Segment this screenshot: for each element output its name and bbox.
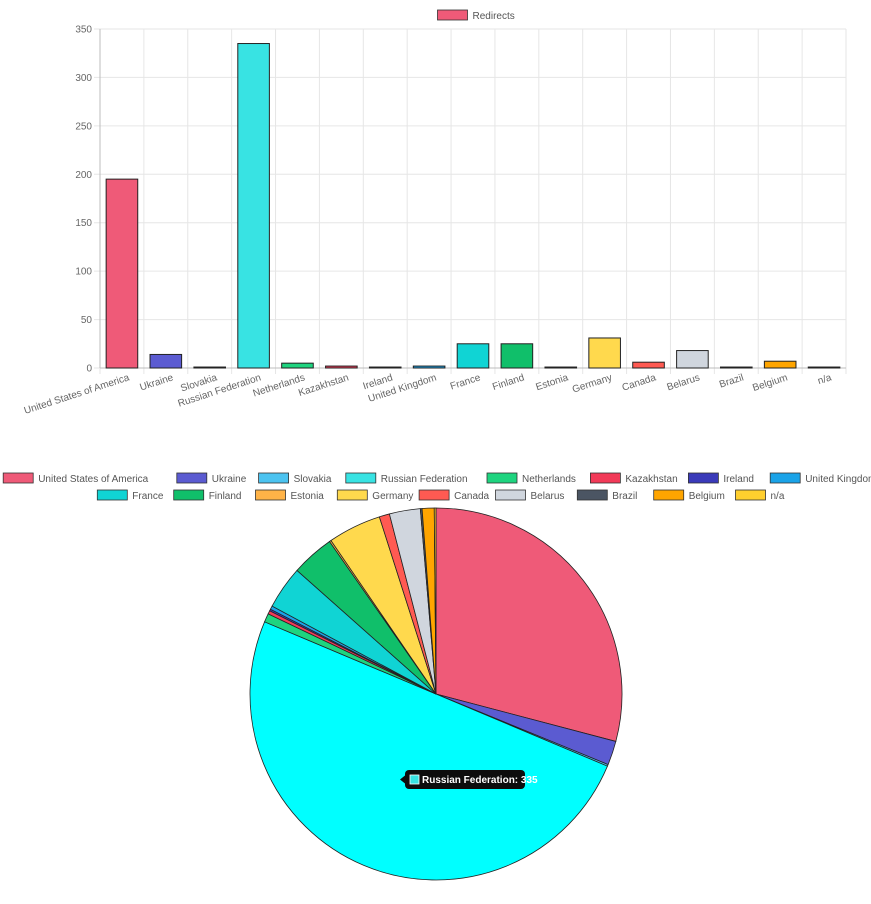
bar-estonia[interactable] bbox=[544, 366, 578, 369]
legend-label: Belarus bbox=[531, 491, 565, 502]
x-tick-label: n/a bbox=[816, 372, 833, 387]
legend-swatch bbox=[96, 489, 128, 501]
bar-kazakhstan[interactable] bbox=[325, 365, 358, 369]
bar-russian-federation[interactable] bbox=[237, 43, 270, 369]
legend-label: Kazakhstan bbox=[625, 474, 677, 485]
legend-item-redirects[interactable]: Redirects bbox=[437, 9, 515, 22]
legend-item-n-a[interactable]: n/a bbox=[735, 489, 785, 502]
y-tick-label: 150 bbox=[75, 218, 92, 229]
bar-brazil[interactable] bbox=[719, 366, 753, 369]
pie-legend[interactable]: United States of America Ukraine Slovakia R… bbox=[2, 472, 871, 502]
legend-label: n/a bbox=[771, 491, 785, 502]
legend-swatch bbox=[2, 472, 34, 484]
legend-item-slovakia[interactable]: Slovakia bbox=[258, 472, 332, 485]
bar-series bbox=[105, 43, 841, 369]
legend-swatch bbox=[486, 472, 518, 484]
legend-item-belarus[interactable]: Belarus bbox=[495, 489, 565, 502]
y-tick-label: 250 bbox=[75, 121, 92, 132]
pie-slices bbox=[249, 507, 623, 880]
legend-label: France bbox=[132, 491, 164, 502]
legend-item-germany[interactable]: Germany bbox=[336, 489, 413, 502]
legend-label: Ukraine bbox=[212, 474, 247, 485]
y-tick-label: 350 bbox=[75, 25, 92, 36]
legend-label: United Kingdom bbox=[805, 474, 871, 485]
bar-united-states-of-america[interactable] bbox=[105, 178, 139, 369]
bar-ukraine[interactable] bbox=[149, 353, 183, 369]
legend-item-netherlands[interactable]: Netherlands bbox=[486, 472, 576, 485]
tooltip-swatch bbox=[409, 774, 420, 785]
tooltip-caret bbox=[400, 775, 405, 784]
bar-germany[interactable] bbox=[588, 337, 621, 369]
legend-swatch bbox=[495, 489, 526, 501]
bar-belgium[interactable] bbox=[763, 360, 797, 369]
y-tick-label: 100 bbox=[75, 267, 92, 278]
legend-item-russian-federation[interactable]: Russian Federation bbox=[345, 472, 468, 485]
legend-item-ireland[interactable]: Ireland bbox=[688, 472, 754, 485]
bar-netherlands[interactable] bbox=[281, 362, 314, 369]
legend-label: Finland bbox=[209, 491, 242, 502]
bar-ireland[interactable] bbox=[368, 366, 402, 369]
legend-swatch bbox=[345, 472, 377, 484]
legend-label: Brazil bbox=[612, 491, 637, 502]
bar-france[interactable] bbox=[456, 343, 490, 369]
tooltip-label: Russian Federation: 335 bbox=[422, 775, 538, 786]
legend-label: United States of America bbox=[38, 474, 148, 485]
legend-swatch bbox=[688, 472, 719, 484]
legend-item-canada[interactable]: Canada bbox=[418, 489, 490, 502]
legend-label: Germany bbox=[372, 491, 413, 502]
y-tick-label: 200 bbox=[75, 170, 92, 181]
legend-item-kazakhstan[interactable]: Kazakhstan bbox=[590, 472, 678, 485]
legend-swatch bbox=[173, 489, 205, 501]
y-tick-label: 300 bbox=[75, 73, 92, 84]
bar-legend[interactable]: Redirects bbox=[437, 9, 515, 22]
bar-united-kingdom[interactable] bbox=[412, 365, 446, 369]
legend-label: Estonia bbox=[291, 491, 325, 502]
slice-united-states-of-america[interactable] bbox=[435, 507, 623, 742]
tooltip-box bbox=[405, 770, 525, 789]
legend-label: Ireland bbox=[723, 474, 754, 485]
legend-label: Slovakia bbox=[294, 474, 332, 485]
legend-swatch bbox=[437, 9, 468, 21]
bar-n-a[interactable] bbox=[807, 366, 841, 369]
legend-swatch bbox=[176, 472, 208, 484]
legend-item-ukraine[interactable]: Ukraine bbox=[176, 472, 247, 485]
bar-slovakia[interactable] bbox=[193, 366, 227, 369]
legend-item-france[interactable]: France bbox=[96, 489, 164, 502]
bar-grid bbox=[94, 28, 847, 374]
legend-item-finland[interactable]: Finland bbox=[173, 489, 242, 502]
legend-label: Netherlands bbox=[522, 474, 576, 485]
legend-item-estonia[interactable]: Estonia bbox=[255, 489, 325, 502]
legend-swatch bbox=[653, 489, 685, 501]
bar-belarus[interactable] bbox=[676, 350, 709, 369]
y-tick-label: 50 bbox=[81, 315, 93, 326]
slice-n-a[interactable] bbox=[433, 507, 437, 695]
bar-y-axis: 0 50 100 150 200 250 300 350 bbox=[75, 25, 92, 375]
legend-swatch bbox=[255, 489, 286, 501]
legend-label: Redirects bbox=[473, 11, 515, 22]
legend-swatch bbox=[418, 489, 450, 501]
legend-label: Russian Federation bbox=[381, 474, 468, 485]
bar-finland[interactable] bbox=[500, 343, 534, 369]
bar-canada[interactable] bbox=[632, 361, 665, 369]
legend-label: Belgium bbox=[689, 491, 725, 502]
legend-swatch bbox=[258, 472, 290, 484]
slice-russian-federation[interactable] bbox=[249, 621, 608, 880]
legend-swatch bbox=[590, 472, 621, 484]
legend-label: Canada bbox=[454, 491, 489, 502]
legend-item-brazil[interactable]: Brazil bbox=[576, 489, 637, 502]
legend-swatch bbox=[735, 489, 766, 501]
legend-swatch bbox=[576, 489, 608, 501]
legend-item-united-states-of-america[interactable]: United States of America bbox=[2, 472, 149, 485]
legend-item-united-kingdom[interactable]: United Kingdom bbox=[769, 472, 871, 485]
pie-tooltip: Russian Federation: 335 bbox=[400, 770, 538, 789]
y-tick-label: 0 bbox=[86, 364, 92, 375]
legend-item-belgium[interactable]: Belgium bbox=[653, 489, 725, 502]
legend-swatch bbox=[769, 472, 801, 484]
legend-swatch bbox=[336, 489, 368, 501]
